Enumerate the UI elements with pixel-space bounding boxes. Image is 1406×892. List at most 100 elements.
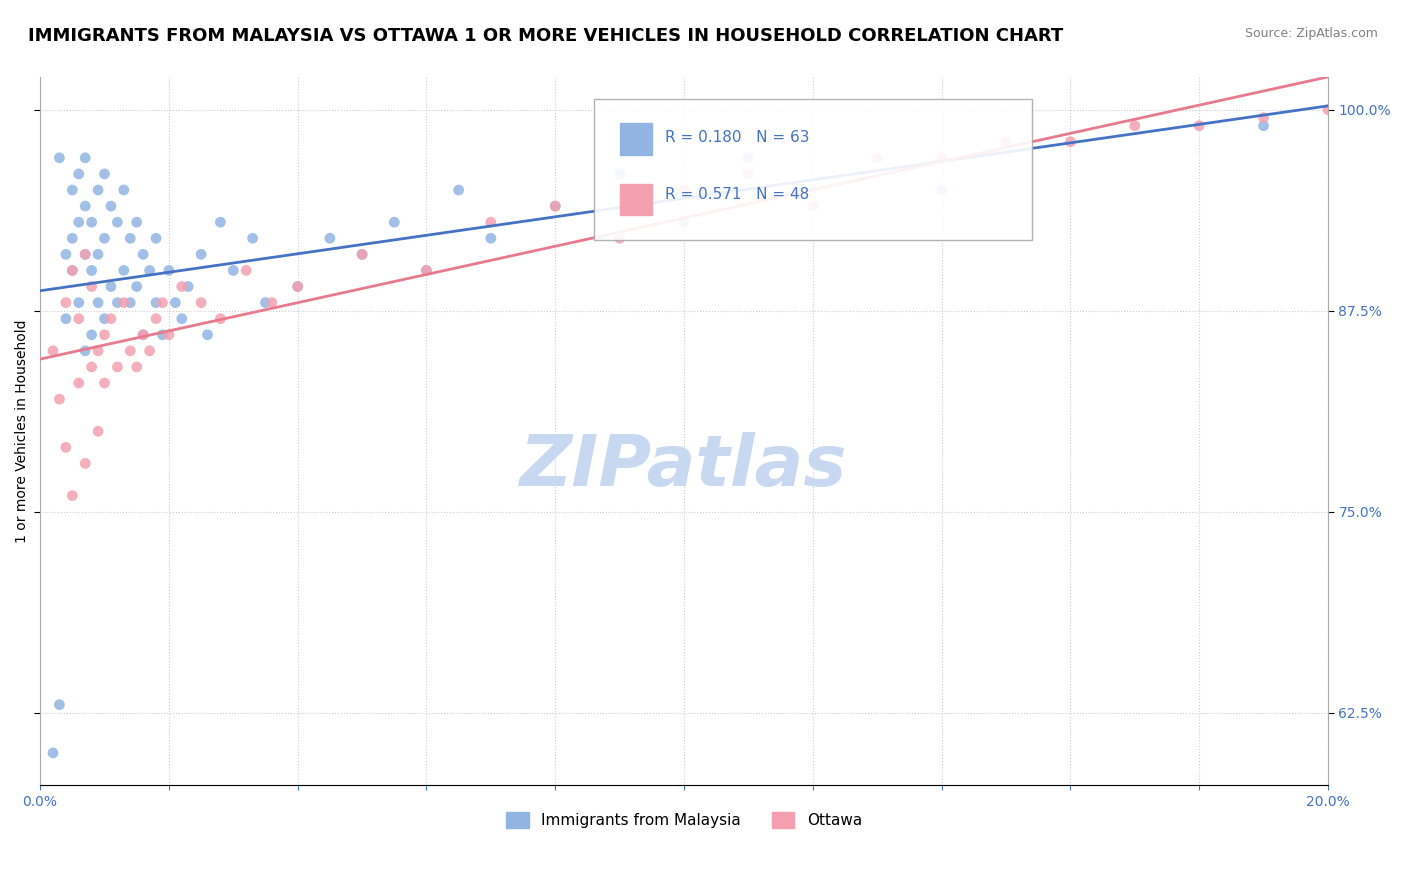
Point [931,151,953,165]
Point [93,327,115,342]
Point [67,167,90,181]
Text: ZIPatlas: ZIPatlas [520,432,848,501]
Point [479,215,502,229]
Point [609,167,631,181]
Point [1123,119,1146,133]
Point [93,231,115,245]
Point [87,247,110,261]
Point [415,263,437,277]
Text: Source: ZipAtlas.com: Source: ZipAtlas.com [1244,27,1378,40]
Point [75,151,97,165]
Point [60,183,83,197]
Point [60,489,83,503]
Point [209,215,232,229]
Point [105,359,128,374]
Point [112,295,135,310]
Point [125,215,148,229]
Point [80,263,103,277]
Point [145,311,167,326]
Point [319,231,342,245]
Point [60,263,83,277]
Point [75,343,97,358]
Point [125,279,148,293]
Point [105,295,128,310]
Point [87,183,110,197]
Point [447,183,470,197]
Point [287,279,309,293]
Text: R = 0.571   N = 48: R = 0.571 N = 48 [665,186,808,202]
Point [1253,119,1275,133]
Point [100,279,122,293]
Point [242,231,264,245]
Point [120,343,142,358]
Point [673,183,696,197]
Point [105,215,128,229]
Point [931,183,953,197]
Point [120,231,142,245]
Point [55,441,77,455]
Point [1188,119,1211,133]
Point [67,311,90,326]
Point [132,247,155,261]
Y-axis label: 1 or more Vehicles in Household: 1 or more Vehicles in Household [15,319,30,543]
Point [152,327,174,342]
Point [1316,103,1339,117]
Text: IMMIGRANTS FROM MALAYSIA VS OTTAWA 1 OR MORE VEHICLES IN HOUSEHOLD CORRELATION C: IMMIGRANTS FROM MALAYSIA VS OTTAWA 1 OR … [28,27,1063,45]
Point [382,215,405,229]
Point [75,247,97,261]
Point [260,295,283,310]
Bar [620,123,652,155]
Point [287,279,309,293]
Point [75,247,97,261]
Point [737,151,759,165]
Point [157,327,180,342]
Bar [620,184,652,216]
Point [80,215,103,229]
Point [866,151,889,165]
Text: R = 0.180   N = 63: R = 0.180 N = 63 [665,130,810,145]
Point [737,167,759,181]
Point [415,263,437,277]
Point [125,359,148,374]
Point [479,231,502,245]
Point [48,698,70,712]
FancyBboxPatch shape [593,99,1032,240]
Point [352,247,374,261]
Point [80,279,103,293]
Point [55,247,77,261]
Point [254,295,277,310]
Point [190,247,212,261]
Point [120,295,142,310]
Point [112,183,135,197]
Point [87,343,110,358]
Point [170,279,193,293]
Point [60,263,83,277]
Point [67,295,90,310]
Point [235,263,257,277]
Point [93,376,115,390]
Point [352,247,374,261]
Point [100,199,122,213]
Point [55,311,77,326]
Point [190,295,212,310]
Point [170,311,193,326]
Point [75,199,97,213]
Point [42,746,65,760]
Point [75,457,97,471]
Point [177,279,200,293]
Point [165,295,187,310]
Point [80,359,103,374]
Point [42,343,65,358]
Point [222,263,245,277]
Legend: Immigrants from Malaysia, Ottawa: Immigrants from Malaysia, Ottawa [501,805,868,834]
Point [132,327,155,342]
Point [1253,111,1275,125]
Point [609,231,631,245]
Point [145,295,167,310]
Point [673,215,696,229]
Point [67,376,90,390]
Point [995,135,1018,149]
Point [87,424,110,438]
Point [93,311,115,326]
Point [197,327,219,342]
